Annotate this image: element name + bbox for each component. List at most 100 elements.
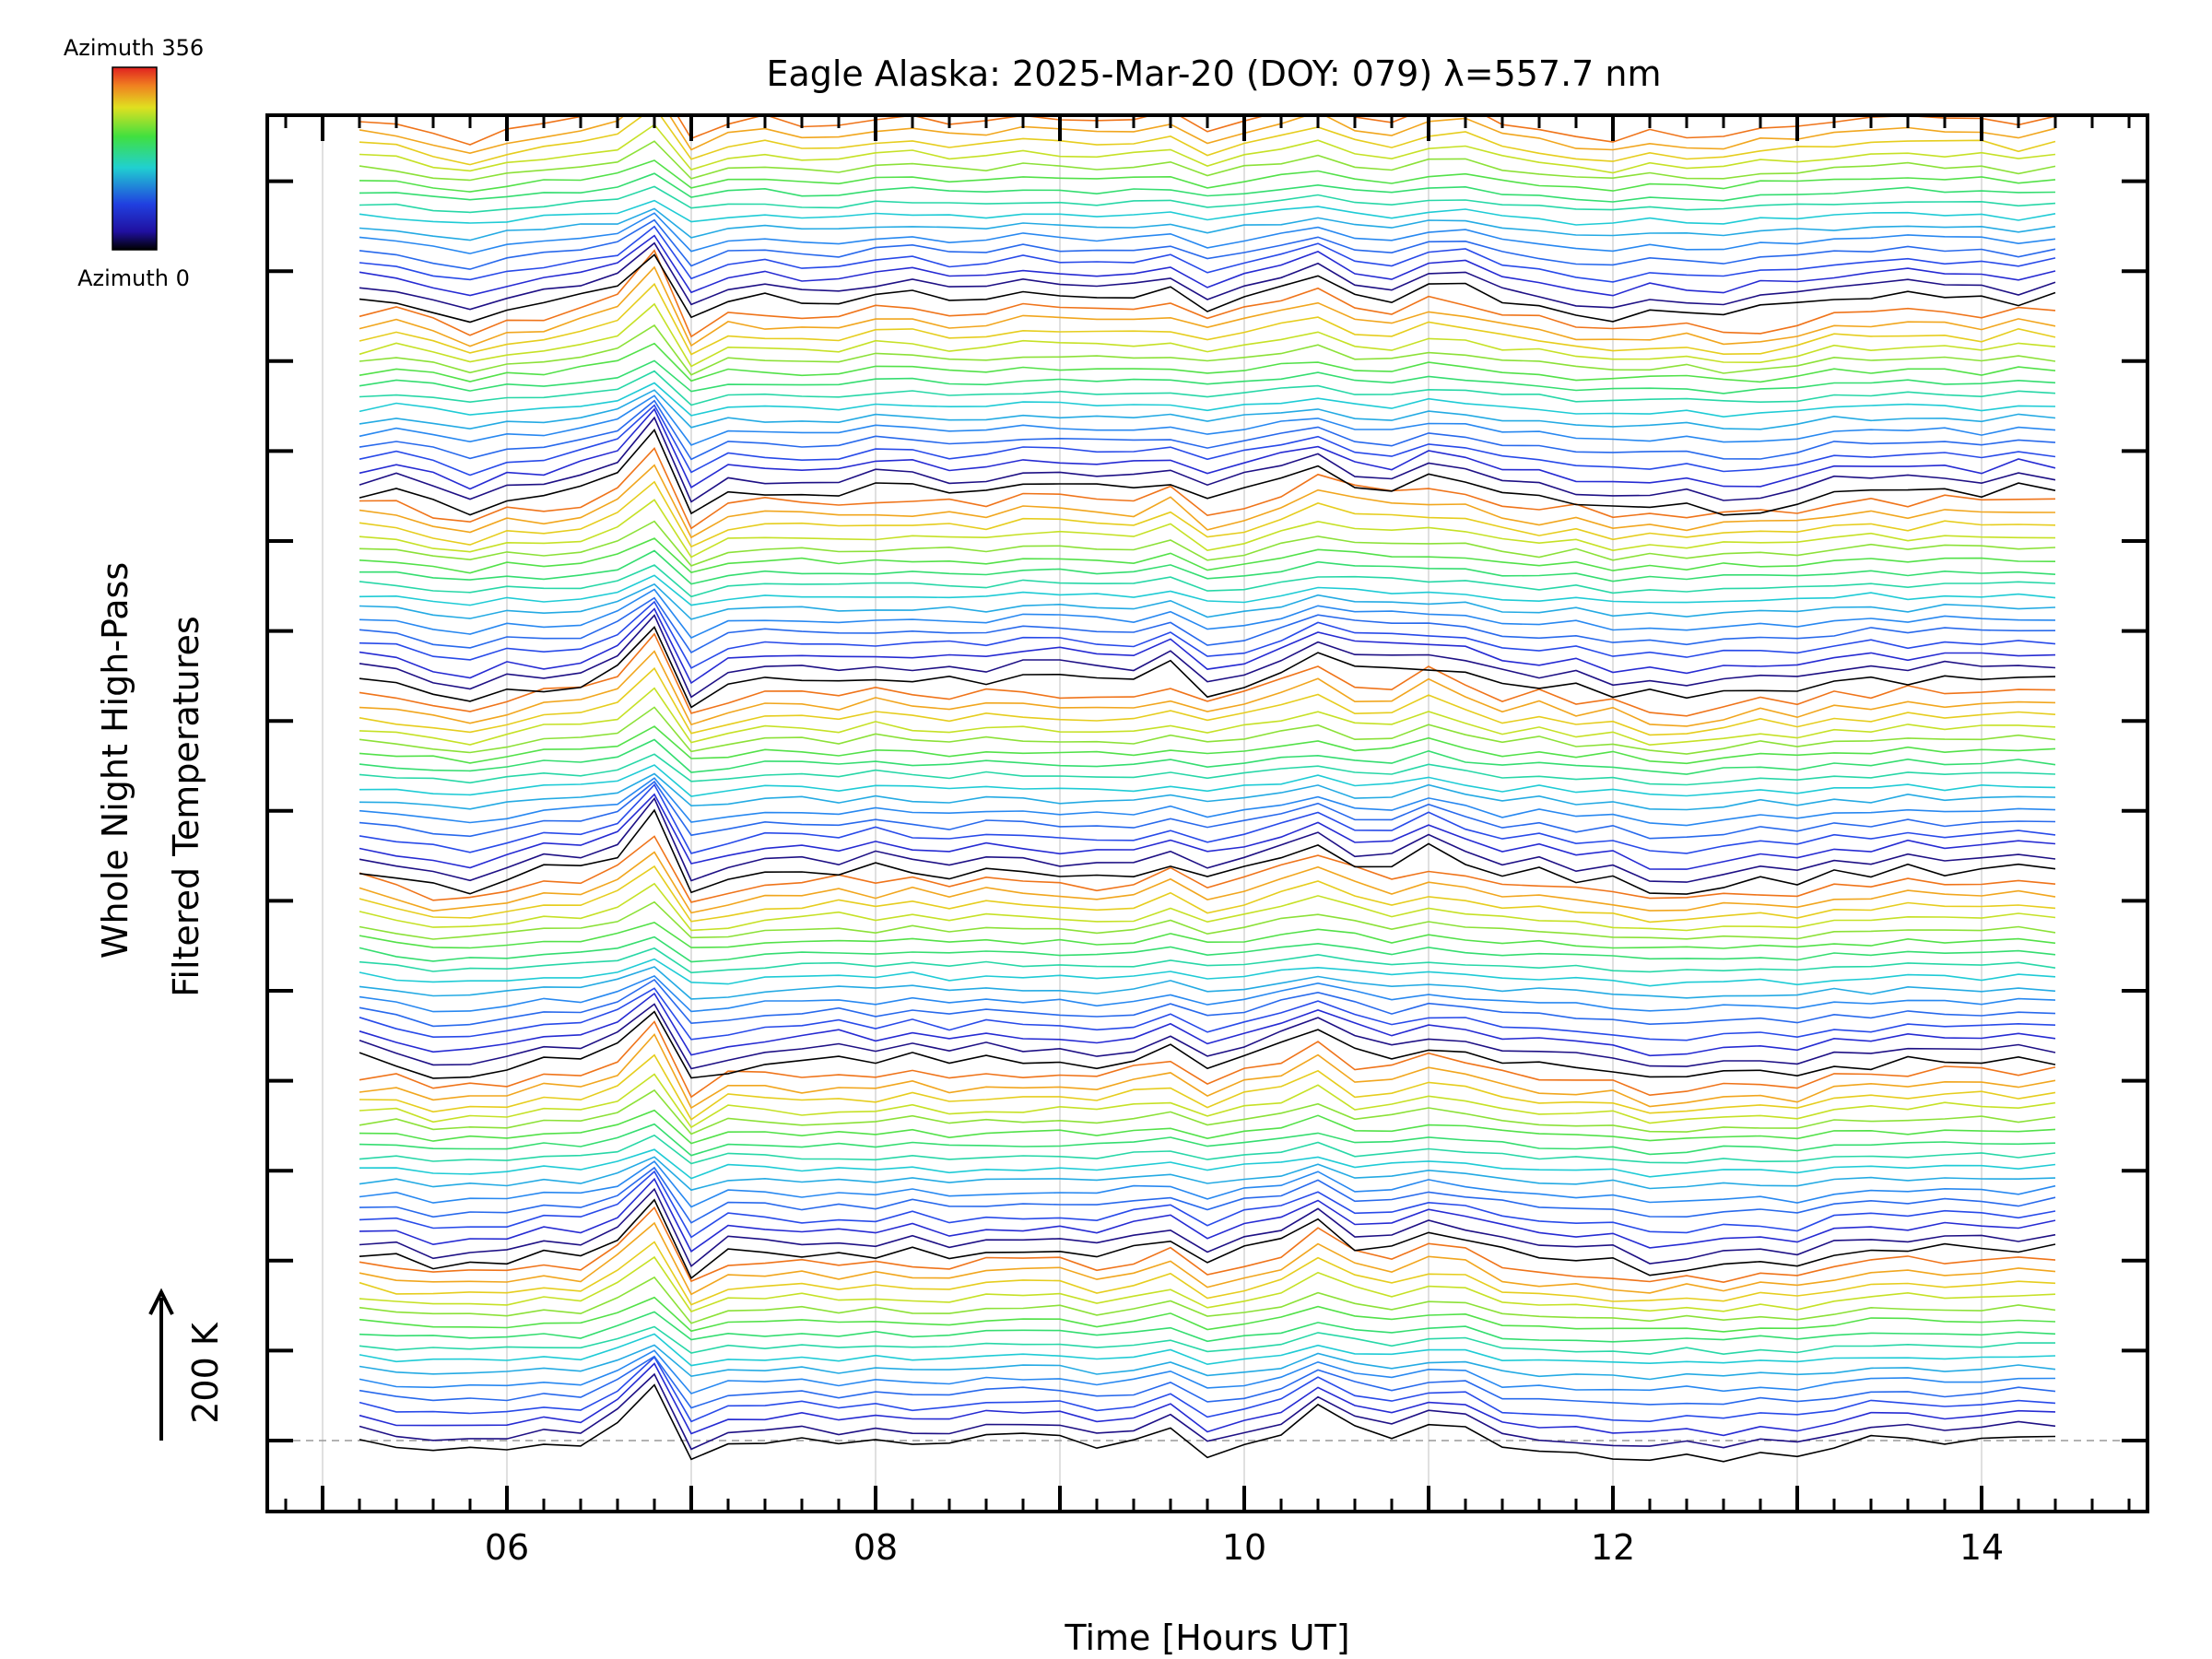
chart-title: Eagle Alaska: 2025-Mar-20 (DOY: 079) λ=5… xyxy=(766,53,1661,94)
series-line xyxy=(359,1355,2056,1409)
series-line xyxy=(359,666,2056,736)
series-line xyxy=(359,1241,2056,1306)
series-line xyxy=(359,632,2056,717)
series-line xyxy=(359,537,2056,574)
series-line xyxy=(359,600,2056,669)
series-line xyxy=(359,753,2056,786)
x-tick-labels: 06 08 10 12 14 xyxy=(485,1527,2004,1568)
vertical-grid xyxy=(322,115,1983,1512)
x-axis-label: Time [Hours UT] xyxy=(1064,1618,1349,1658)
series-line xyxy=(359,882,2056,932)
scale-label: 200 K xyxy=(185,1322,226,1424)
series-line xyxy=(359,124,2056,174)
series-line xyxy=(359,777,2056,827)
series-line xyxy=(359,1166,2056,1224)
series-line xyxy=(359,207,2056,241)
series-line xyxy=(359,783,2056,854)
x-tick-label: 12 xyxy=(1591,1527,1635,1568)
series-line xyxy=(359,764,2056,797)
series-group xyxy=(359,115,2056,1463)
series-line xyxy=(359,793,2056,870)
series-line xyxy=(359,225,2056,283)
series-line xyxy=(359,265,2056,347)
series-line xyxy=(359,115,2056,155)
series-line xyxy=(359,574,2056,606)
series-line xyxy=(359,416,2056,503)
series-line xyxy=(359,772,2056,811)
series-line xyxy=(359,140,2056,182)
series-line xyxy=(359,342,2056,383)
series-line xyxy=(359,370,2056,406)
series-line xyxy=(359,241,2056,311)
series-line xyxy=(359,935,2056,963)
series-line xyxy=(359,389,2056,430)
series-line xyxy=(359,687,2056,747)
series-line xyxy=(359,588,2056,639)
series-line xyxy=(359,407,2056,490)
series-line xyxy=(359,185,2056,214)
series-line xyxy=(359,1383,2056,1463)
series-line xyxy=(359,1276,2056,1324)
series-line xyxy=(359,549,2056,585)
series-line xyxy=(359,212,2056,254)
colorbar xyxy=(112,66,158,251)
series-line xyxy=(359,987,2056,1041)
series-line xyxy=(359,1372,2056,1451)
series-line xyxy=(359,978,2056,1028)
series-line xyxy=(359,1356,2056,1423)
series-line xyxy=(359,1156,2056,1192)
series-line xyxy=(359,725,2056,765)
series-line xyxy=(359,650,2056,727)
x-tick-label: 06 xyxy=(485,1527,529,1568)
series-line xyxy=(359,1296,2056,1333)
x-tick-label: 14 xyxy=(1959,1527,2004,1568)
series-line xyxy=(359,172,2056,203)
series-line xyxy=(359,234,2056,297)
series-line xyxy=(359,738,2056,775)
series-line xyxy=(359,1187,2056,1268)
series-line xyxy=(359,865,2056,924)
series-line xyxy=(359,253,2056,324)
series-line xyxy=(359,1148,2056,1180)
x-tick-label: 10 xyxy=(1222,1527,1266,1568)
series-line xyxy=(359,958,2056,987)
series-line xyxy=(359,796,2056,883)
series-line xyxy=(359,808,2056,895)
series-line xyxy=(359,1032,2056,1110)
series-line xyxy=(359,1349,2056,1394)
series-line xyxy=(359,480,2056,548)
series-line xyxy=(359,607,2056,685)
y-axis-label-line1: Whole Night High-Pass xyxy=(95,562,135,959)
colorbar-top-label: Azimuth 356 xyxy=(64,35,204,61)
series-line xyxy=(359,851,2056,914)
series-line xyxy=(359,1003,2056,1070)
series-line xyxy=(359,922,2056,949)
series-line xyxy=(359,992,2056,1057)
series-line xyxy=(359,1053,2056,1121)
series-line xyxy=(359,1123,2056,1157)
series-line xyxy=(359,1088,2056,1135)
series-line xyxy=(359,399,2056,461)
x-tick-label: 08 xyxy=(853,1527,898,1568)
series-line xyxy=(359,706,2056,755)
series-line xyxy=(359,1255,2056,1312)
series-line xyxy=(359,282,2056,356)
colorbar-legend: Azimuth 356 Azimuth 0 xyxy=(64,35,204,291)
colorbar-bottom-label: Azimuth 0 xyxy=(77,265,190,291)
series-line xyxy=(359,1221,2056,1296)
series-line xyxy=(359,1333,2056,1367)
series-line xyxy=(359,947,2056,974)
series-line xyxy=(359,1010,2056,1079)
series-line xyxy=(359,1160,2056,1208)
series-line xyxy=(359,780,2056,840)
series-line xyxy=(359,614,2056,699)
series-line xyxy=(359,1109,2056,1145)
series-line xyxy=(359,1206,2056,1284)
series-line xyxy=(359,115,2056,146)
series-line xyxy=(359,1344,2056,1381)
series-line xyxy=(359,974,2056,1013)
series-line xyxy=(359,382,2056,418)
series-line xyxy=(359,596,2056,653)
series-line xyxy=(359,324,2056,376)
